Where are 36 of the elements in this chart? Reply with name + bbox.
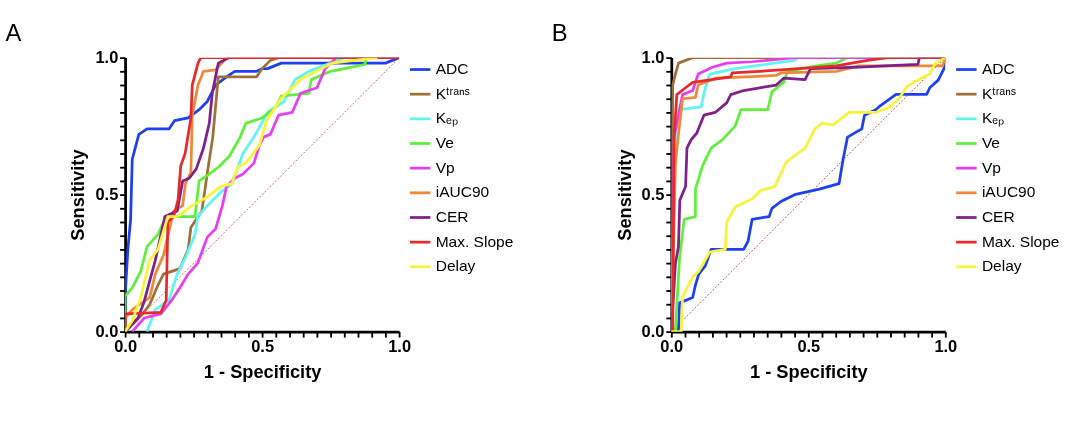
y-axis-title: Sensitivity bbox=[613, 148, 635, 241]
legend-label: Delay bbox=[981, 257, 1022, 275]
legend-label: Max. Slope bbox=[435, 232, 514, 250]
legend-label: CER bbox=[981, 208, 1015, 226]
legend-label: Vp bbox=[981, 158, 1001, 176]
x-tick-label: 0.0 bbox=[114, 337, 138, 356]
chart-title: B bbox=[551, 20, 568, 47]
x-tick-label: 1.0 bbox=[388, 337, 412, 356]
legend-label: Ve bbox=[435, 134, 454, 152]
x-tick-label: 0.5 bbox=[251, 337, 275, 356]
y-tick-label: 0.5 bbox=[95, 184, 119, 203]
x-tick-label: 0.0 bbox=[660, 337, 684, 356]
y-tick-label: 1.0 bbox=[95, 47, 119, 66]
x-axis-title: 1 - Specificity bbox=[203, 360, 323, 382]
y-tick-label: 0.5 bbox=[641, 184, 665, 203]
x-axis-title: 1 - Specificity bbox=[749, 360, 869, 382]
legend-label: CER bbox=[435, 208, 469, 226]
legend-label: ADC bbox=[435, 60, 469, 78]
legend-label: Delay bbox=[435, 257, 476, 275]
legend-label: Kₑₚ bbox=[435, 109, 458, 128]
legend-label: Kᵗʳᵃⁿˢ bbox=[981, 84, 1017, 102]
y-tick-label: 0.0 bbox=[95, 321, 119, 340]
chart-title: A bbox=[5, 20, 22, 47]
y-axis-title: Sensitivity bbox=[67, 148, 89, 241]
legend-label: Ve bbox=[981, 134, 1001, 152]
y-tick-label: 1.0 bbox=[641, 47, 665, 66]
x-tick-label: 1.0 bbox=[934, 337, 958, 356]
y-tick-label: 0.0 bbox=[641, 321, 665, 340]
legend-label: iAUC90 bbox=[435, 183, 490, 201]
legend-label: Vp bbox=[435, 158, 455, 176]
legend-label: ADC bbox=[981, 60, 1015, 78]
legend-label: iAUC90 bbox=[981, 183, 1036, 201]
legend-label: Kᵗʳᵃⁿˢ bbox=[435, 84, 470, 102]
x-tick-label: 0.5 bbox=[797, 337, 821, 356]
legend-label: Max. Slope bbox=[981, 232, 1060, 250]
legend-label: Kₑₚ bbox=[981, 109, 1005, 128]
